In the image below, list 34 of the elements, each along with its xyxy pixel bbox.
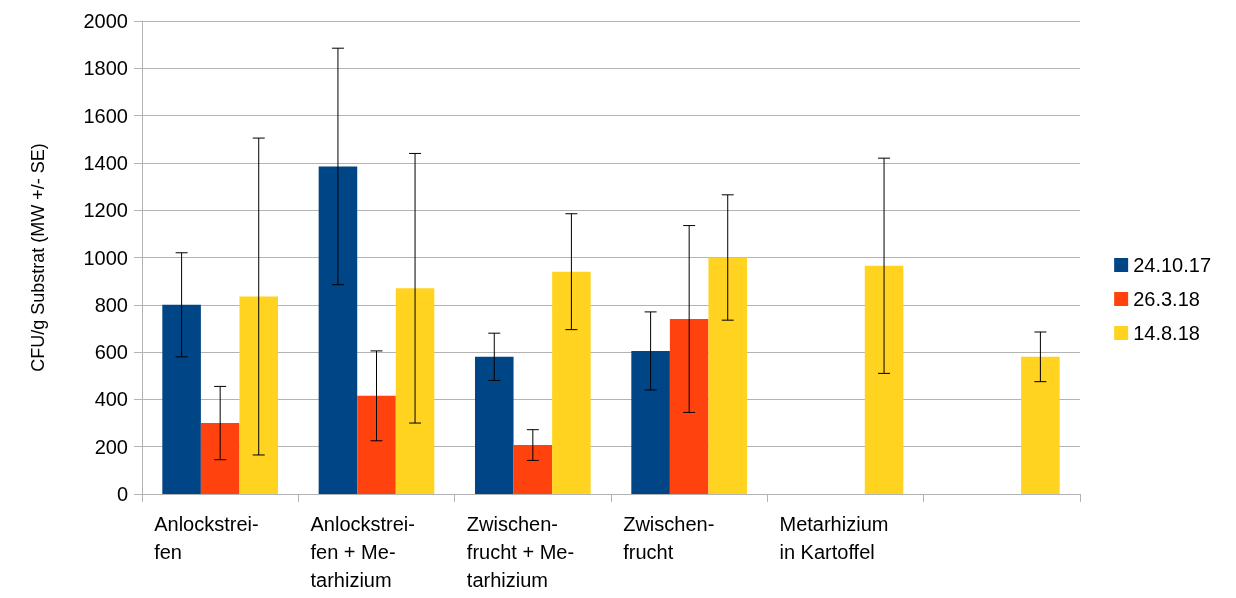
- bar: [474, 356, 514, 494]
- y-tick-label: 600: [94, 341, 128, 364]
- legend-label: 24.10.17: [1133, 254, 1212, 276]
- x-tick-label: Metarhizium in Kartoffel: [779, 513, 889, 563]
- y-tick-label: 2000: [83, 10, 128, 32]
- bar: [318, 166, 358, 494]
- bar: [162, 304, 201, 494]
- y-tick-label: 1800: [83, 57, 128, 80]
- bar: [200, 423, 240, 494]
- y-tick-label: 200: [94, 435, 128, 458]
- y-tick-label: 0: [116, 483, 128, 505]
- bar: [357, 395, 396, 494]
- bar: [631, 350, 670, 494]
- y-tick-label: 1400: [83, 151, 128, 174]
- x-tick-label: Zwischen- frucht: [623, 513, 715, 563]
- bar: [669, 318, 709, 494]
- bar: [1021, 356, 1060, 494]
- bar: [864, 265, 904, 494]
- y-tick-label: 400: [94, 388, 128, 411]
- legend-label: 14.8.18: [1133, 322, 1200, 344]
- legend-label: 26.3.18: [1133, 288, 1200, 310]
- bar: [552, 271, 591, 494]
- bar: [513, 445, 553, 494]
- bar: [708, 257, 748, 494]
- x-tick-label: Anlockstrei- fen + Me- tarhizium: [310, 513, 415, 591]
- y-axis-title: CFU/g Substrat (MW +/- SE): [28, 143, 48, 372]
- x-tick-label: Anlockstrei- fen: [154, 513, 259, 563]
- y-tick-label: 1000: [83, 246, 128, 269]
- bar: [239, 296, 279, 494]
- y-tick-label: 800: [94, 293, 128, 316]
- y-tick-label: 1200: [83, 199, 128, 222]
- x-tick-label: Zwischen- frucht + Me- tarhizium: [466, 513, 575, 591]
- bar: [395, 288, 435, 494]
- y-tick-label: 1600: [83, 104, 128, 127]
